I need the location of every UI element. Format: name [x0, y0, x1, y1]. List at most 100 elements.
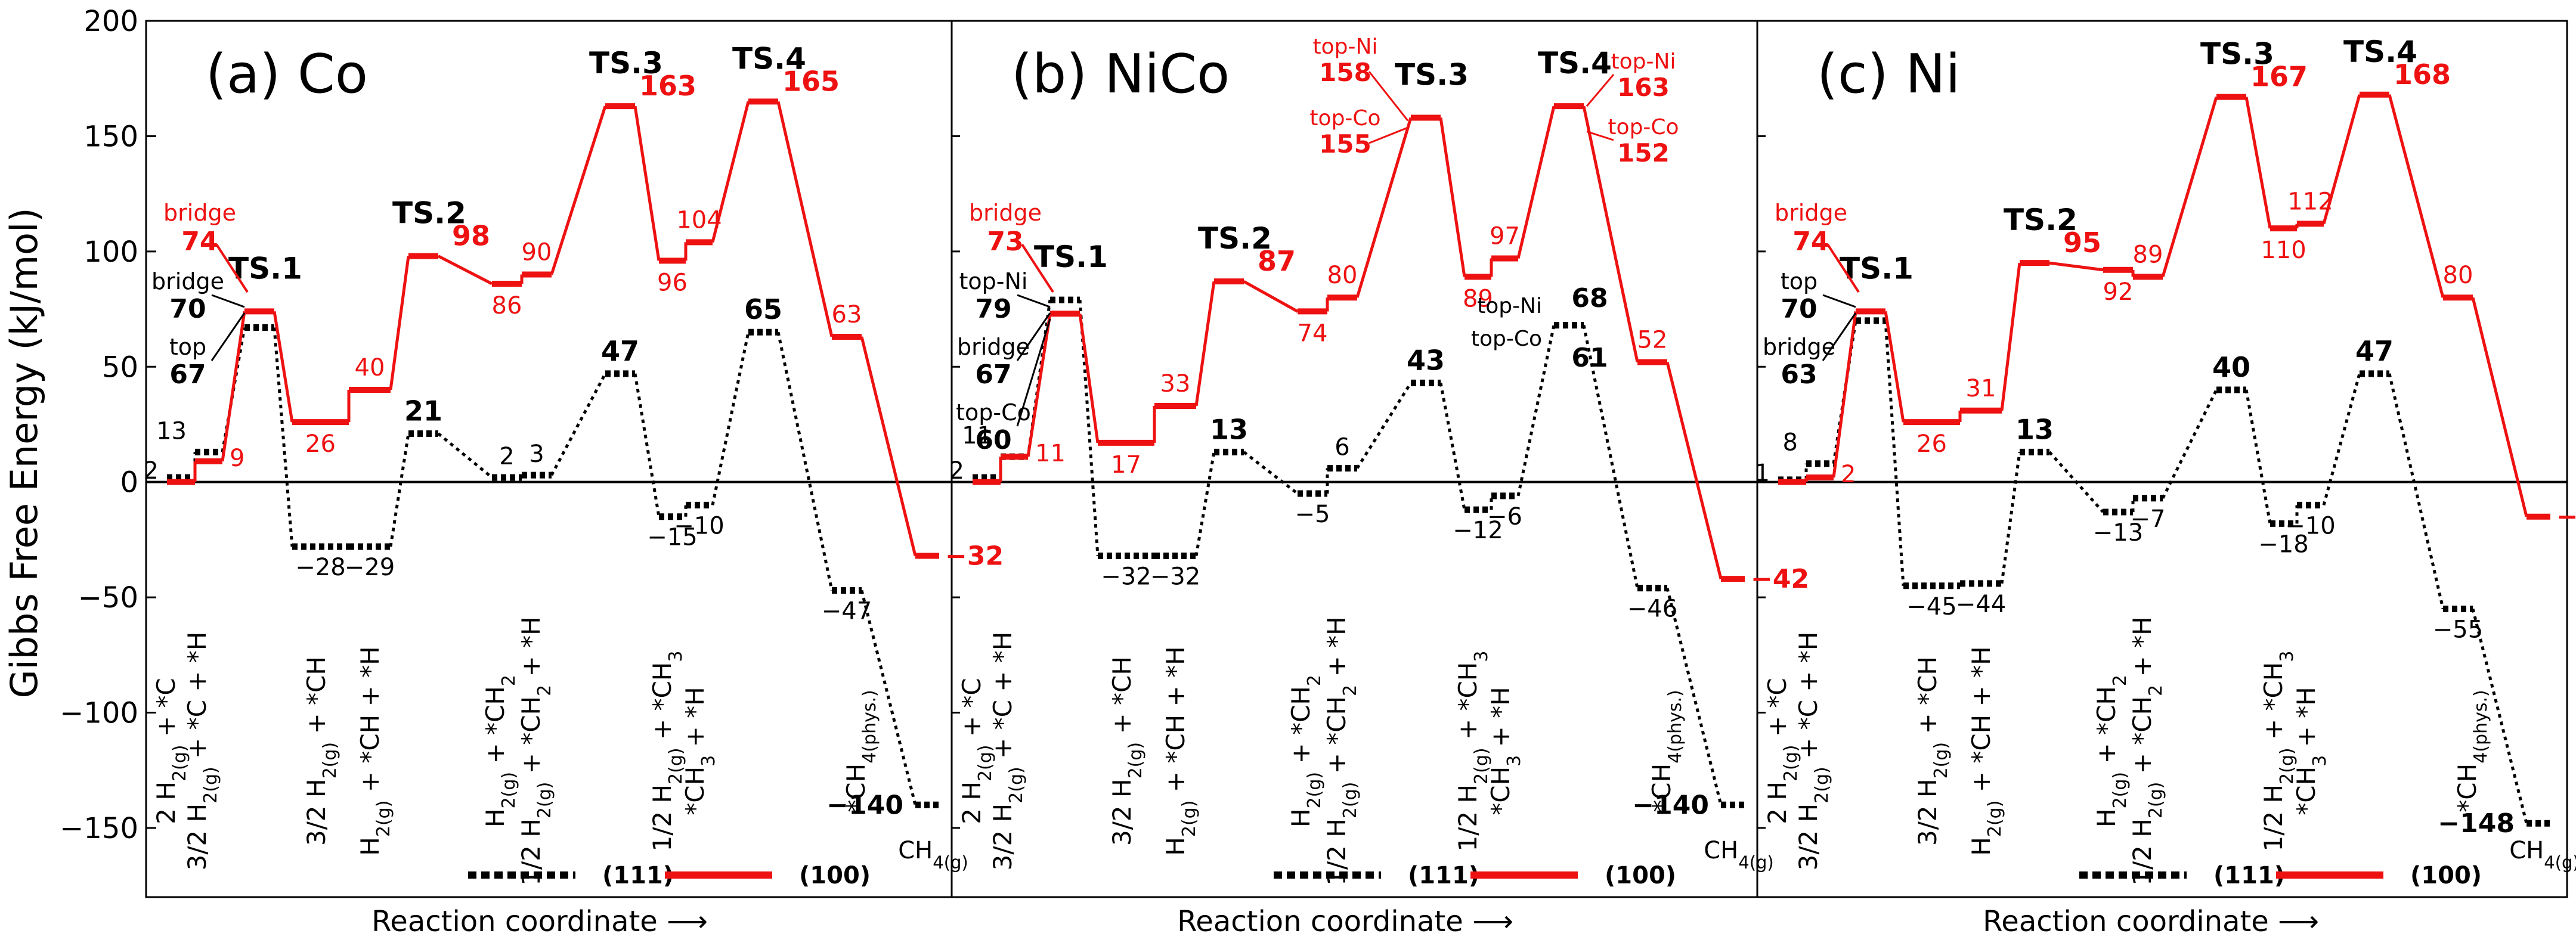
ts3-site-value: 155 — [1319, 129, 1371, 159]
state-label: 3/2 H2(g) + *C + *H — [182, 632, 221, 871]
value-label-100: 97 — [1490, 222, 1520, 250]
state-label: 1/2 H2(g) + *CH2 + *H — [516, 616, 555, 885]
axes-layer: −150 −100 −50 0 50 100 150 200 — [60, 5, 2568, 898]
value-label-111: −32 — [1150, 563, 1200, 590]
value-label-111: 8 — [1783, 429, 1798, 457]
series-100-connector — [711, 101, 750, 243]
value-label-111: 6 — [1335, 433, 1349, 461]
series-111-connector — [711, 331, 750, 505]
panel-title: (a) Co — [206, 43, 368, 106]
ts-label: TS.3 — [1395, 57, 1469, 92]
value-label-100: 33 — [1160, 370, 1191, 398]
ts-label: TS.1 — [1034, 240, 1108, 274]
value-label-111: 13 — [2015, 413, 2054, 445]
value-label-100: 26 — [1916, 430, 1947, 458]
value-label-111: 13 — [156, 417, 187, 445]
series-100-connector — [776, 101, 834, 337]
ts1-site-pointer — [1826, 243, 1860, 293]
ts1-site-value: 67 — [169, 359, 206, 390]
value-label-111: −46 — [1627, 595, 1677, 623]
value-label-100: 11 — [1035, 440, 1066, 467]
value-label-111: −45 — [1906, 593, 1956, 621]
series-100-connector — [1832, 311, 1857, 478]
series-111-connector — [2000, 452, 2021, 584]
value-label-111: 43 — [1407, 344, 1445, 376]
ts1-site-pointer — [211, 294, 245, 308]
value-label-111: 40 — [2212, 351, 2250, 383]
series-100-connector — [2000, 262, 2021, 411]
value-label-100: 89 — [1463, 285, 1493, 312]
ts4-black-site-label: top-Co — [1471, 327, 1542, 351]
series-100-connector — [1355, 117, 1413, 298]
series-111-connector — [2161, 389, 2218, 499]
value-label-111: −12 — [1453, 517, 1503, 544]
state-label: 2 H2(g) + *C — [957, 678, 996, 824]
state-label: 3/2 H2(g) + *CH — [1913, 656, 1952, 846]
series-100-connector — [1582, 106, 1639, 363]
x-axis-label: Reaction coordinate ⟶ — [1177, 905, 1513, 938]
series-111-connector — [860, 590, 917, 805]
value-label-100: 168 — [2394, 58, 2451, 91]
ts1-site-value: 67 — [975, 359, 1011, 390]
state-label: 1/2 H2(g) + *CH3 — [1453, 651, 1492, 852]
ts4-site-value: 163 — [1617, 73, 1670, 102]
y-tick-label: 100 — [83, 235, 138, 269]
value-label-100: 163 — [639, 70, 696, 102]
ts1-site-pointer — [1822, 294, 1856, 308]
state-label: 1/2 H2(g) + *CH3 — [648, 651, 686, 852]
ts-label: TS.4 — [732, 41, 806, 76]
series-111-connector — [1439, 382, 1466, 510]
value-label-100: 26 — [305, 430, 336, 458]
state-label: 1/2 H2(g) + *CH3 — [2259, 651, 2298, 852]
value-label-111: −140 — [826, 790, 903, 820]
ts1-site-pointer — [1822, 312, 1857, 361]
ts4-black-site-label: top-Ni — [1477, 294, 1542, 318]
state-label: 3/2 H2(g) + *C + *H — [988, 632, 1027, 871]
value-label-100: 2 — [1841, 461, 1856, 488]
ts3-site-label: top-Ni — [1313, 35, 1378, 59]
y-tick-label: −150 — [60, 812, 138, 845]
ts1-site-value: 63 — [1781, 359, 1817, 390]
series-100-connector — [633, 106, 661, 261]
value-label-100: 167 — [2250, 61, 2308, 93]
series-100-connector — [221, 311, 246, 462]
state-label: H2(g) + *CH2 — [481, 675, 519, 827]
state-label: H2(g) + *CH + *H — [355, 646, 394, 855]
value-label-111: −44 — [1956, 591, 2006, 618]
legend-label-100: (100) — [2410, 862, 2482, 889]
ts1-site-pointer — [1021, 243, 1054, 293]
ts4-site-label: top-Ni — [1611, 49, 1676, 74]
ts-label: TS.3 — [589, 46, 663, 80]
value-label-100: 40 — [355, 354, 385, 381]
value-label-111: −32 — [1101, 563, 1151, 590]
value-label-111: −47 — [822, 598, 872, 625]
value-label-100: 52 — [1637, 327, 1668, 354]
ts1-site-label: top — [169, 334, 206, 360]
state-label: 2 H2(g) + *C — [151, 678, 190, 824]
series-111-connector — [776, 331, 834, 591]
ts3-site-pointer — [1368, 71, 1409, 122]
value-label-100: 31 — [1966, 375, 1996, 402]
value-label-111: 2 — [144, 457, 159, 485]
panel-nico: (b) NiCo TS.1 TS.2 TS.3 TS.4 2 11 11 −32 17 −32 33 1… — [949, 35, 1810, 938]
series-100-connector — [1194, 281, 1216, 407]
value-label-100: 74 — [1298, 319, 1328, 347]
value-label-111: −18 — [2258, 531, 2308, 558]
value-label-100: 89 — [2133, 241, 2163, 268]
state-label: *CH3 + *H — [680, 687, 719, 815]
ts4-site-pointer — [1586, 131, 1614, 141]
series-100-connector — [1884, 311, 1905, 423]
value-label-100: −15 — [2556, 502, 2576, 532]
state-label: 2 H2(g) + *C — [1763, 678, 1801, 824]
panel-title: (c) Ni — [1817, 43, 1961, 106]
state-label: *CH4(phys.) — [1647, 690, 1686, 812]
series-100-connector — [1243, 280, 1299, 313]
ts1-site-label: bridge — [957, 334, 1030, 360]
series-100-connector — [2244, 97, 2272, 229]
value-label-111: 3 — [529, 441, 544, 468]
value-label-100: 86 — [492, 292, 522, 319]
series-111-connector — [1665, 588, 1723, 805]
series-111-connector — [437, 432, 493, 479]
series-111-connector — [2048, 451, 2104, 513]
ts1-site-label: top — [1781, 268, 1818, 294]
